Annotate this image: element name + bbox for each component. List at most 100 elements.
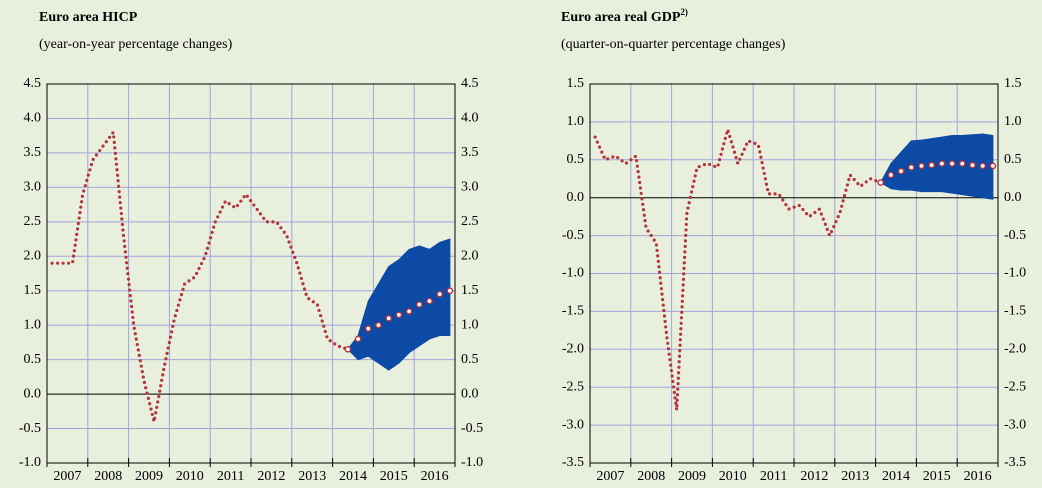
- x-tick-label: 2013: [298, 469, 326, 484]
- projection-point: [877, 179, 885, 186]
- x-tick-label: 2014: [339, 469, 367, 484]
- y-tick-label-right: -1.0: [461, 455, 483, 470]
- x-tick-label: 2007: [53, 469, 81, 484]
- chart-subtitle: (quarter-on-quarter percentage changes): [561, 37, 786, 52]
- y-tick-label-left: 0.5: [567, 152, 585, 167]
- x-tick-label: 2010: [719, 469, 747, 484]
- y-tick-label-right: 3.0: [461, 180, 479, 195]
- y-tick-label-left: -2.0: [562, 342, 584, 357]
- y-tick-label-right: 1.0: [1004, 114, 1022, 129]
- x-tick-label: 2012: [800, 469, 828, 484]
- chart-title: Euro area HICP: [39, 10, 138, 25]
- y-tick-label-left: 3.5: [24, 145, 42, 160]
- projection-point: [959, 160, 966, 167]
- chart-title: Euro area real GDP2): [561, 7, 688, 25]
- y-tick-label-right: -1.0: [1004, 266, 1026, 281]
- plot-frame: [46, 83, 456, 464]
- projection-point: [969, 161, 976, 169]
- y-tick-label-left: -0.5: [562, 228, 584, 243]
- x-tick-label: 2011: [760, 469, 787, 484]
- y-tick-label-left: 1.0: [24, 317, 42, 332]
- projection-point: [908, 164, 915, 171]
- y-tick-label-left: -1.5: [562, 304, 584, 319]
- projection-point: [446, 287, 454, 295]
- y-tick-label-right: 2.0: [461, 248, 479, 263]
- projection-point: [354, 335, 362, 343]
- y-tick-label-right: 0.5: [1004, 152, 1022, 167]
- projection-point: [897, 167, 905, 175]
- projection-point: [918, 162, 925, 170]
- y-tick-label-left: 2.0: [24, 248, 42, 263]
- projection-point: [375, 321, 382, 329]
- y-tick-label-left: 1.5: [24, 283, 42, 298]
- projection-point: [887, 171, 895, 179]
- y-tick-label-right: 1.5: [1004, 76, 1022, 91]
- y-tick-label-left: 1.5: [567, 76, 585, 91]
- y-tick-label-right: -3.5: [1004, 455, 1026, 470]
- projection-point: [405, 308, 413, 315]
- y-tick-label-right: 4.0: [461, 111, 479, 126]
- projection-point: [938, 160, 946, 167]
- x-tick-label: 2008: [637, 469, 665, 484]
- y-tick-label-left: -3.5: [562, 455, 584, 470]
- chart-subtitle: (year-on-year percentage changes): [39, 37, 233, 52]
- x-tick-label: 2016: [421, 469, 449, 484]
- title-text: Euro area real GDP: [561, 10, 681, 25]
- projection-range: [347, 238, 451, 371]
- x-tick-label: 2007: [596, 469, 624, 484]
- y-tick-label-right: 1.5: [461, 283, 479, 298]
- projection-point: [948, 160, 956, 167]
- y-tick-label-right: 2.5: [461, 214, 479, 229]
- y-tick-label-right: 0.0: [1004, 190, 1022, 205]
- projection-point: [436, 290, 444, 298]
- projection-point: [385, 314, 393, 322]
- x-tick-label: 2011: [217, 469, 244, 484]
- y-tick-label-left: -2.5: [562, 379, 584, 394]
- x-tick-label: 2015: [923, 469, 951, 484]
- y-tick-label-right: -2.5: [1004, 379, 1026, 394]
- footnote-marker: 2): [680, 7, 688, 17]
- observed-line: [593, 123, 883, 411]
- x-tick-label: 2010: [176, 469, 204, 484]
- y-tick-label-left: 0.0: [24, 386, 42, 401]
- y-tick-label-left: 3.0: [24, 180, 42, 195]
- x-tick-label: 2014: [882, 469, 910, 484]
- y-tick-label-left: 0.5: [24, 352, 42, 367]
- y-tick-label-right: -0.5: [461, 421, 483, 436]
- y-tick-label-right: -1.5: [1004, 304, 1026, 319]
- x-tick-label: 2009: [135, 469, 163, 484]
- y-tick-label-left: 4.5: [24, 76, 42, 91]
- y-tick-label-right: 1.0: [461, 317, 479, 332]
- y-tick-label-right: -0.5: [1004, 228, 1026, 243]
- projection-point: [928, 161, 936, 169]
- plot-frame: [589, 83, 999, 464]
- y-tick-label-right: 4.5: [461, 76, 479, 91]
- y-tick-label-right: -3.0: [1004, 417, 1026, 432]
- x-tick-label: 2008: [94, 469, 122, 484]
- observed-line: [50, 127, 350, 423]
- projection-point: [364, 325, 372, 332]
- y-tick-label-left: -1.0: [19, 455, 41, 470]
- projection-point: [989, 162, 997, 170]
- y-tick-label-right: 0.0: [461, 386, 479, 401]
- y-tick-label-right: 3.5: [461, 145, 479, 160]
- x-tick-label: 2015: [380, 469, 408, 484]
- projection-point: [979, 162, 987, 170]
- projection-point: [426, 297, 433, 305]
- x-tick-label: 2013: [841, 469, 869, 484]
- y-tick-label-left: -1.0: [562, 266, 584, 281]
- x-tick-label: 2012: [257, 469, 285, 484]
- y-tick-label-left: 2.5: [24, 214, 42, 229]
- projection-point: [415, 301, 423, 308]
- y-tick-label-right: -2.0: [1004, 342, 1026, 357]
- projection-point: [344, 345, 352, 353]
- x-tick-label: 2009: [678, 469, 706, 484]
- y-tick-label-left: -0.5: [19, 421, 41, 436]
- y-tick-label-left: 0.0: [567, 190, 585, 205]
- projection-point: [395, 311, 403, 319]
- y-tick-label-left: -3.0: [562, 417, 584, 432]
- y-tick-label-left: 1.0: [567, 114, 585, 129]
- x-tick-label: 2016: [964, 469, 992, 484]
